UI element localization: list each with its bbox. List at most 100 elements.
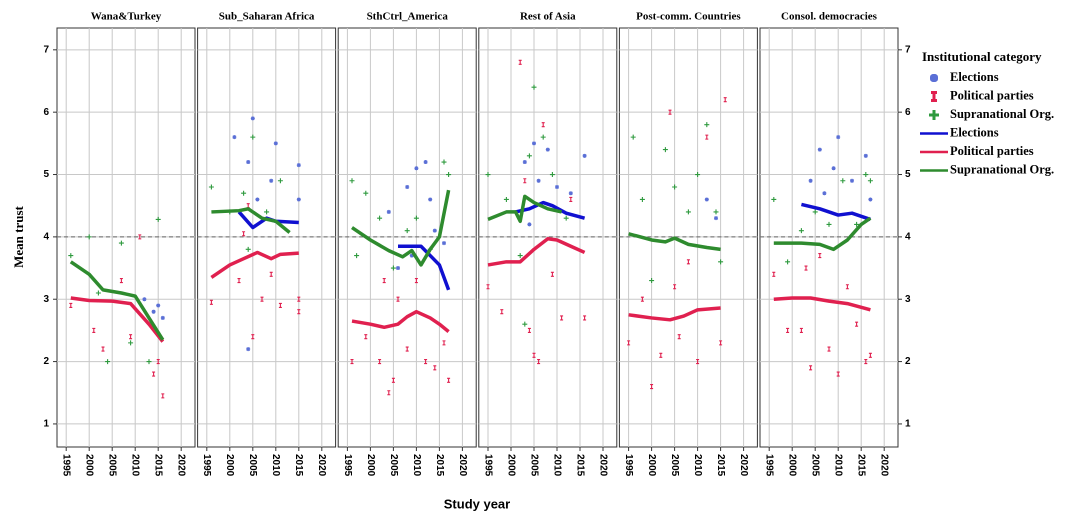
scatter-point — [523, 178, 527, 184]
scatter-point — [868, 197, 873, 202]
x-tick-label: 2020 — [316, 454, 327, 477]
scatter-point — [809, 365, 813, 371]
scatter-point — [771, 196, 777, 202]
scatter-point — [363, 190, 369, 196]
scatter-point — [845, 284, 849, 290]
scatter-point — [105, 359, 111, 365]
panel-frame — [759, 27, 899, 448]
legend-label: Political parties — [950, 144, 1034, 158]
scatter-point — [424, 359, 428, 365]
scatter-point — [377, 215, 383, 221]
x-tick-label: 1995 — [61, 454, 72, 477]
trend-line — [210, 250, 299, 279]
scatter-point — [161, 393, 165, 399]
trend-line — [398, 244, 451, 291]
y-tick-label: 4 — [43, 232, 49, 243]
trend-line — [773, 296, 871, 312]
scatter-point — [536, 178, 541, 183]
scatter-point — [245, 246, 251, 252]
scatter-point — [649, 278, 655, 284]
scatter-point — [296, 163, 301, 168]
scatter-point — [364, 334, 368, 340]
x-tick-label: 2005 — [669, 454, 680, 477]
scatter-point — [531, 84, 537, 90]
x-tick-label: 2020 — [176, 454, 187, 477]
scatter-point — [378, 359, 382, 365]
scatter-point — [128, 340, 134, 346]
scatter-point — [532, 352, 536, 358]
y-tick-label: 7 — [43, 44, 49, 55]
scatter-point — [855, 321, 859, 327]
scatter-point — [786, 327, 790, 333]
trend-line — [773, 216, 872, 252]
legend-label: Political parties — [950, 88, 1034, 102]
scatter-point — [95, 290, 101, 296]
scatter-point — [723, 97, 727, 103]
x-tick-label: 2005 — [247, 454, 258, 477]
scatter-point — [485, 172, 491, 178]
scatter-point — [405, 346, 409, 352]
scatter-point — [264, 209, 270, 215]
scatter-point — [695, 172, 701, 178]
scatter-point — [650, 383, 654, 390]
scatter-point — [441, 159, 447, 165]
x-tick-label: 2015 — [574, 454, 585, 477]
legend-marker — [929, 110, 939, 120]
legend-label: Elections — [950, 70, 999, 84]
scatter-point — [640, 296, 644, 302]
scatter-point — [156, 303, 161, 308]
scatter-point — [446, 172, 452, 178]
x-axis-label: Study year — [444, 496, 510, 511]
scatter-point — [129, 334, 133, 340]
scatter-point — [668, 109, 672, 115]
scatter-point — [522, 321, 528, 327]
trend-line — [351, 309, 450, 334]
scatter-point — [850, 178, 854, 183]
trend-line — [628, 232, 721, 252]
panel-title: Sub_Saharan Africa — [219, 11, 315, 23]
scatter-point — [713, 209, 719, 215]
scatter-point — [101, 346, 105, 352]
scatter-point — [854, 221, 860, 227]
scatter-point — [714, 216, 718, 221]
scatter-point — [414, 277, 418, 284]
scatter-point — [382, 277, 386, 284]
trend-line — [69, 260, 165, 341]
scatter-point — [146, 359, 152, 365]
scatter-point — [349, 178, 355, 184]
scatter-point — [563, 215, 569, 221]
scatter-point — [156, 359, 160, 365]
scatter-point — [686, 259, 690, 265]
scatter-point — [864, 359, 868, 365]
y-tick-label: 1 — [905, 419, 911, 430]
trend-line — [487, 236, 586, 267]
scatter-point — [540, 134, 546, 140]
trend-line — [211, 207, 291, 234]
panel-frame — [56, 27, 196, 448]
scatter-point — [550, 271, 554, 277]
x-tick-label: 1995 — [764, 454, 775, 477]
scatter-point — [396, 266, 400, 271]
scatter-point — [414, 166, 419, 171]
scatter-point — [237, 277, 241, 284]
scatter-point — [278, 302, 282, 309]
legend-label: Elections — [950, 125, 999, 139]
trend-line — [800, 202, 871, 222]
scatter-point — [241, 190, 247, 196]
x-tick-label: 2000 — [787, 454, 798, 477]
scatter-point — [442, 340, 446, 346]
scatter-point — [209, 299, 213, 305]
scatter-point — [138, 234, 142, 240]
trend-line — [487, 194, 562, 224]
scatter-point — [433, 365, 437, 371]
scatter-point — [677, 334, 681, 340]
panel-title: Consol. democracies — [781, 11, 878, 23]
scatter-point — [500, 309, 504, 315]
x-tick-label: 2015 — [153, 454, 164, 477]
scatter-point — [517, 253, 523, 259]
y-axis-label: Mean trust — [11, 205, 26, 267]
y-tick-label: 3 — [43, 294, 49, 305]
scatter-point — [840, 178, 846, 184]
trend-line — [351, 189, 451, 267]
scatter-point — [785, 259, 791, 265]
